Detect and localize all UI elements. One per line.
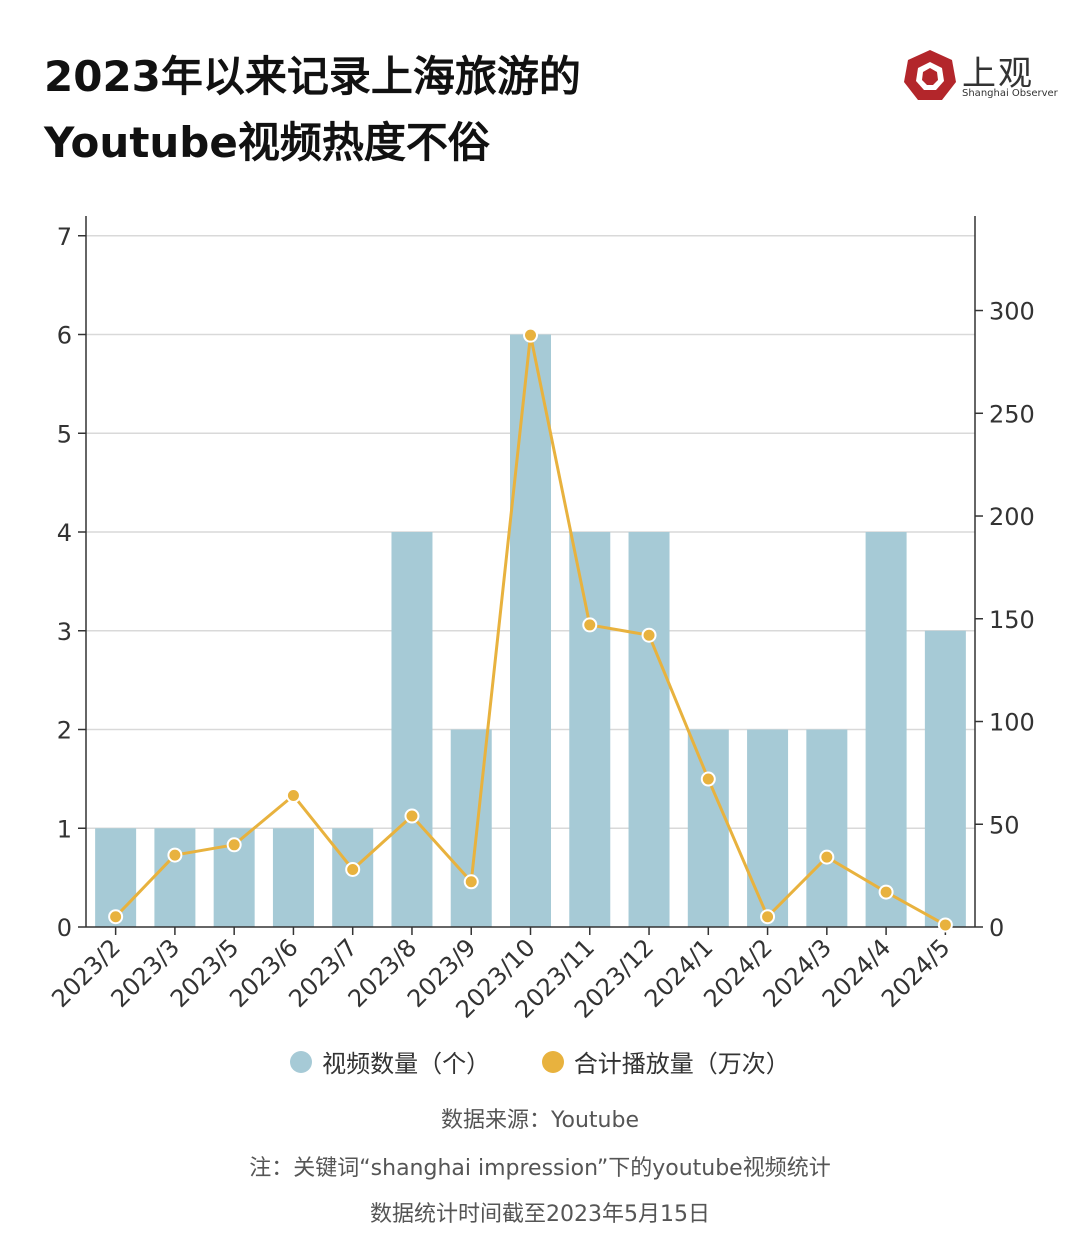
legend-item-video-count: 视频数量（个）	[290, 1044, 490, 1079]
y-left-tick-label: 4	[57, 519, 72, 547]
point-play-count	[582, 617, 598, 633]
bar-video-count	[272, 828, 314, 927]
legend: 视频数量（个） 合计播放量（万次）	[0, 1044, 1080, 1079]
title-line-2: Youtube视频热度不俗	[44, 118, 490, 167]
bar-video-count	[865, 532, 907, 927]
point-play-count	[463, 874, 479, 890]
bar-video-count	[391, 532, 433, 927]
logo-mark-icon	[904, 50, 956, 100]
bar-video-count	[569, 532, 611, 927]
bar-video-count	[687, 729, 729, 927]
chart-title: 2023年以来记录上海旅游的 Youtube视频热度不俗	[44, 44, 581, 176]
point-play-count	[523, 327, 538, 343]
title-line-1: 2023年以来记录上海旅游的	[44, 52, 581, 101]
keyword-note: 注：关键词“shanghai impression”下的youtube视频统计	[249, 1156, 831, 1181]
y-left-tick-label: 0	[57, 914, 72, 942]
legend-label-play-count: 合计播放量（万次）	[573, 1050, 790, 1078]
y-left-tick-label: 7	[57, 223, 72, 251]
logo-chinese-text: 上观	[962, 54, 1034, 94]
y-right-tick-label: 100	[989, 709, 1035, 737]
point-play-count	[404, 808, 420, 824]
y-left-tick-label: 2	[57, 717, 72, 745]
combo-chart: 012345670501001502002503002023/22023/320…	[46, 216, 1035, 1024]
point-play-count	[285, 787, 301, 803]
point-play-count	[700, 771, 716, 787]
bar-video-count	[924, 630, 966, 927]
y-left-tick-label: 1	[57, 815, 72, 843]
y-right-tick-label: 0	[989, 914, 1004, 942]
bar-video-count	[628, 532, 670, 927]
shanghai-observer-logo: 上观 Shanghai Observer	[902, 44, 1058, 104]
bar-video-count	[806, 729, 848, 927]
y-right-tick-label: 200	[989, 503, 1035, 531]
bar-video-count	[747, 729, 789, 927]
point-play-count	[226, 837, 242, 853]
legend-label-video-count: 视频数量（个）	[322, 1050, 491, 1078]
bar-video-count	[154, 828, 196, 927]
bar-video-count	[510, 334, 551, 927]
point-play-count	[345, 861, 361, 877]
point-play-count	[937, 917, 953, 933]
bar-video-count	[332, 828, 374, 927]
y-left-tick-label: 5	[57, 420, 72, 448]
y-left-tick-label: 6	[57, 322, 72, 350]
source-note: 数据来源：Youtube	[441, 1108, 639, 1133]
y-left-tick-label: 3	[57, 618, 72, 646]
point-play-count	[108, 909, 124, 925]
point-play-count	[167, 847, 183, 863]
y-right-tick-label: 50	[989, 811, 1020, 839]
y-right-tick-label: 250	[989, 400, 1035, 428]
point-play-count	[878, 884, 894, 900]
point-play-count	[760, 909, 776, 925]
logo-english-text: Shanghai Observer	[962, 88, 1058, 99]
legend-swatch-bar	[290, 1050, 313, 1073]
legend-swatch-line	[541, 1050, 564, 1073]
point-play-count	[819, 849, 835, 865]
legend-item-play-count: 合计播放量（万次）	[541, 1044, 790, 1079]
date-note: 数据统计时间截至2023年5月15日	[370, 1202, 710, 1227]
point-play-count	[641, 627, 657, 643]
y-right-tick-label: 150	[989, 606, 1035, 634]
y-right-tick-label: 300	[989, 298, 1035, 326]
